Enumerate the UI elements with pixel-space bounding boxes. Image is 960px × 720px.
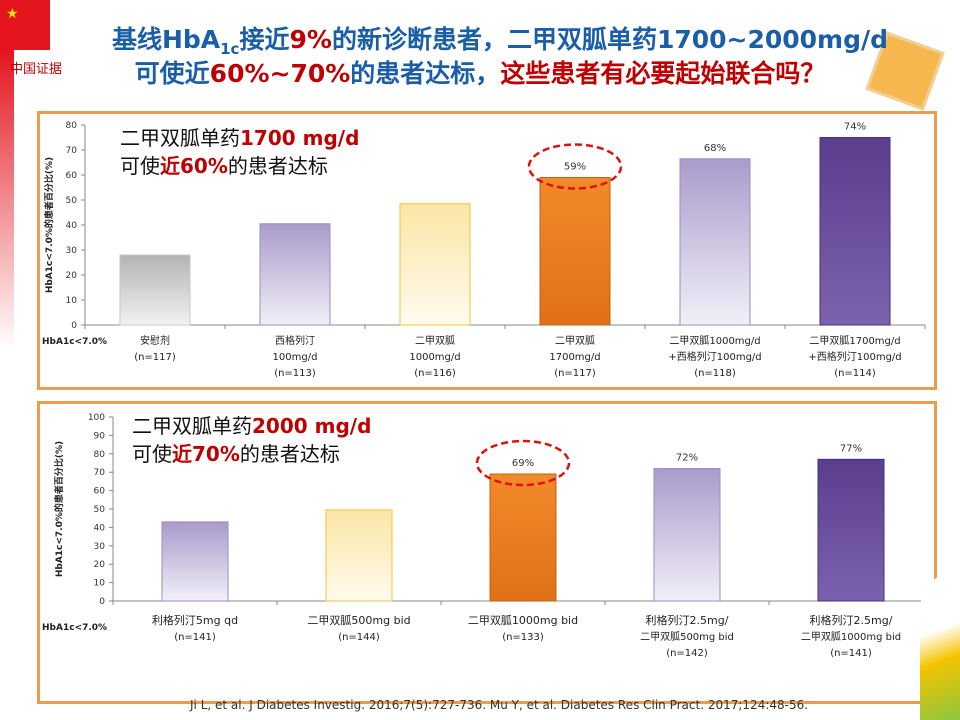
y-tick-label: 20: [66, 271, 78, 281]
category-label: 利格列汀5mg qd: [152, 613, 238, 627]
y-tick-label: 80: [94, 450, 106, 460]
y-axis-label: HbA1c<7.0%的患者百分比(%): [53, 441, 65, 577]
data-label: 72%: [676, 453, 698, 464]
bar-0: [119, 254, 191, 326]
category-label: (n=133): [502, 632, 544, 643]
y-tick-label: 90: [94, 431, 106, 441]
category-label: +西格列汀100mg/d: [668, 350, 761, 363]
chart-panel-2: 0 10 20 30 40 50 60 70 80 90 100 HbA1c<7.0%的患者百分比(%…: [37, 401, 937, 704]
category-label: (n=141): [830, 648, 872, 659]
title-line-2: 可使近60%~70%的患者达标，这些患者有必要起始联合吗？: [134, 59, 826, 88]
y-tick-label: 50: [94, 505, 106, 515]
bar-chart-1: 0 10 20 30 40 50 60 70 80 HbA1c<7.0%的患者百分比(%) HbA1…: [42, 121, 926, 379]
y-tick-label: 0: [99, 597, 105, 607]
category-label: (n=144): [338, 632, 380, 643]
y-tick-label: 10: [66, 296, 78, 306]
y-tick-label: 50: [66, 196, 78, 206]
decorative-stripe: [0, 50, 14, 350]
data-label: 77%: [840, 443, 862, 454]
category-label: 二甲双胍1000mg bid: [468, 613, 578, 627]
china-flag: ★: [0, 0, 50, 50]
category-label: 二甲双胍: [415, 334, 455, 347]
bar-3: [539, 177, 611, 326]
category-label: (n=117): [554, 368, 596, 379]
bar-2: [399, 203, 471, 326]
y-tick-label: 30: [66, 246, 78, 256]
category-label: (n=117): [134, 352, 176, 363]
category-label: (n=113): [274, 368, 316, 379]
category-label: 二甲双胍1000mg/d: [669, 334, 760, 347]
category-label: 1700mg/d: [549, 352, 600, 363]
chart-note-1: 二甲双胍单药1700 mg/d 可使近60%的患者达标: [120, 126, 360, 178]
bar-3: [653, 468, 721, 602]
x-row-label: HbA1c<7.0%: [42, 623, 107, 633]
category-label: (n=141): [174, 632, 216, 643]
bar-0: [161, 521, 229, 602]
y-tick-label: 30: [94, 542, 106, 552]
category-label: (n=114): [834, 368, 876, 379]
category-label: 二甲双胍1700mg/d: [809, 334, 900, 347]
data-label: 68%: [704, 143, 726, 154]
x-row-label: HbA1c<7.0%: [42, 337, 107, 347]
category-label: 利格列汀2.5mg/: [810, 613, 893, 627]
category-label: 利格列汀2.5mg/: [646, 613, 729, 627]
y-tick-label: 60: [66, 171, 78, 181]
category-label: 100mg/d: [273, 352, 318, 363]
decorative-corner: [920, 570, 960, 720]
y-tick-label: 100: [88, 413, 105, 423]
y-tick-label: 70: [94, 468, 106, 478]
title-line-1: 基线HbA1c接近9%的新诊断患者，二甲双胍单药1700~2000mg/d: [111, 25, 889, 58]
category-label: 二甲双胍: [555, 334, 595, 347]
category-label: 安慰剂: [140, 334, 170, 347]
y-tick-label: 0: [71, 321, 77, 331]
data-label: 59%: [564, 162, 586, 173]
data-label: 69%: [512, 458, 534, 469]
bar-4: [817, 458, 885, 602]
category-label: +西格列汀100mg/d: [808, 350, 901, 363]
category-label: 二甲双胍500mg bid: [307, 613, 410, 627]
star-icon: ★: [6, 6, 19, 22]
citation: Ji L, et al. J Diabetes Investig. 2016;7…: [190, 698, 809, 712]
category-label: 二甲双胍500mg bid: [640, 630, 734, 643]
y-tick-label: 70: [66, 146, 78, 156]
highlight-ellipse: [527, 143, 623, 190]
category-label: (n=142): [666, 648, 708, 659]
y-tick-label: 10: [94, 579, 106, 589]
chart-note-2: 二甲双胍单药2000 mg/d 可使近70%的患者达标: [132, 414, 372, 466]
highlight-ellipse: [475, 439, 571, 487]
y-tick-label: 20: [94, 560, 106, 570]
chart-panel-1: 0 10 20 30 40 50 60 70 80 HbA1c<7.0%的患者百分比(%) HbA1…: [37, 111, 937, 390]
bar-5: [819, 137, 891, 326]
bar-chart-2: 0 10 20 30 40 50 60 70 80 90 100 HbA1c<7.0%的患者百分比(%…: [42, 413, 934, 659]
y-tick-label: 40: [66, 221, 78, 231]
bar-4: [679, 158, 751, 326]
category-label: 西格列汀: [275, 334, 315, 347]
y-axis-label: HbA1c<7.0%的患者百分比(%): [43, 157, 55, 293]
bar-1: [259, 223, 331, 326]
y-tick-label: 60: [94, 487, 106, 497]
y-tick-label: 80: [66, 121, 78, 131]
category-label: 二甲双胍1000mg bid: [801, 630, 901, 643]
data-label: 74%: [844, 122, 866, 133]
bar-1: [325, 509, 393, 602]
category-label: (n=116): [414, 368, 456, 379]
y-tick-label: 40: [94, 523, 106, 533]
category-label: 1000mg/d: [409, 352, 460, 363]
category-label: (n=118): [694, 368, 736, 379]
bar-2: [489, 473, 557, 602]
source-tag: 中国证据: [10, 62, 63, 77]
